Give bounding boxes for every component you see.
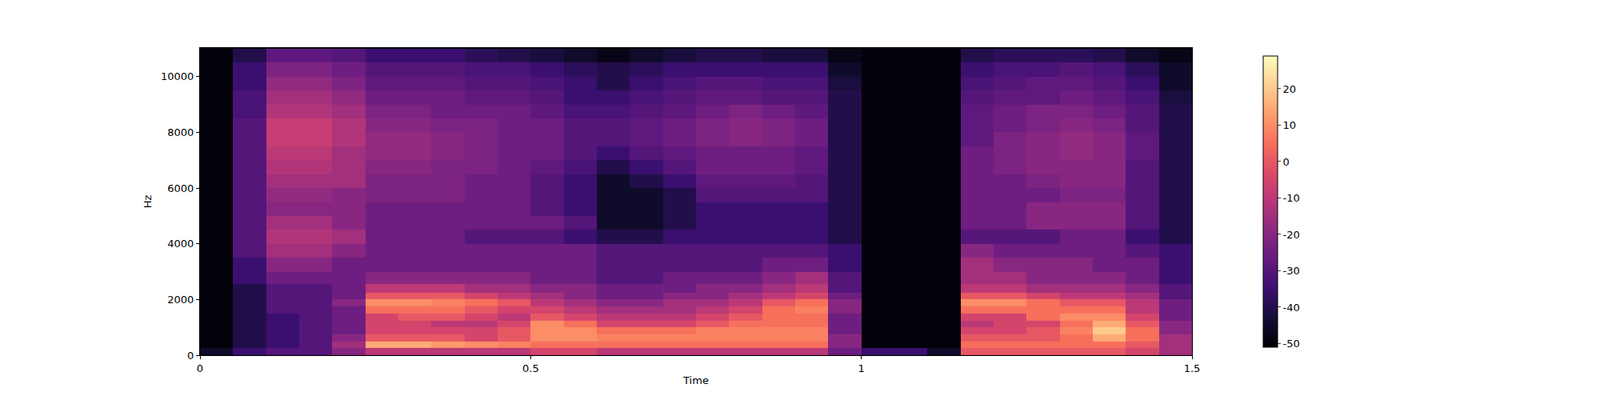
svg-text:0: 0 — [1283, 156, 1290, 168]
svg-text:2000: 2000 — [167, 293, 194, 306]
svg-text:-10: -10 — [1283, 192, 1300, 204]
svg-text:10: 10 — [1283, 119, 1297, 132]
svg-text:4000: 4000 — [167, 237, 194, 250]
svg-text:0: 0 — [196, 362, 204, 375]
svg-text:6000: 6000 — [167, 182, 194, 195]
svg-text:1: 1 — [858, 362, 865, 375]
svg-text:Hz: Hz — [141, 195, 154, 209]
svg-text:-20: -20 — [1283, 228, 1300, 241]
svg-text:20: 20 — [1283, 83, 1297, 96]
svg-text:1.5: 1.5 — [1184, 362, 1201, 375]
svg-text:10000: 10000 — [160, 70, 194, 83]
svg-text:8000: 8000 — [167, 126, 194, 139]
svg-text:0: 0 — [187, 349, 194, 362]
svg-text:-40: -40 — [1283, 301, 1300, 314]
svg-text:Time: Time — [682, 374, 709, 387]
svg-text:-30: -30 — [1283, 264, 1300, 277]
svg-text:-50: -50 — [1283, 337, 1300, 350]
svg-text:0.5: 0.5 — [522, 362, 540, 375]
